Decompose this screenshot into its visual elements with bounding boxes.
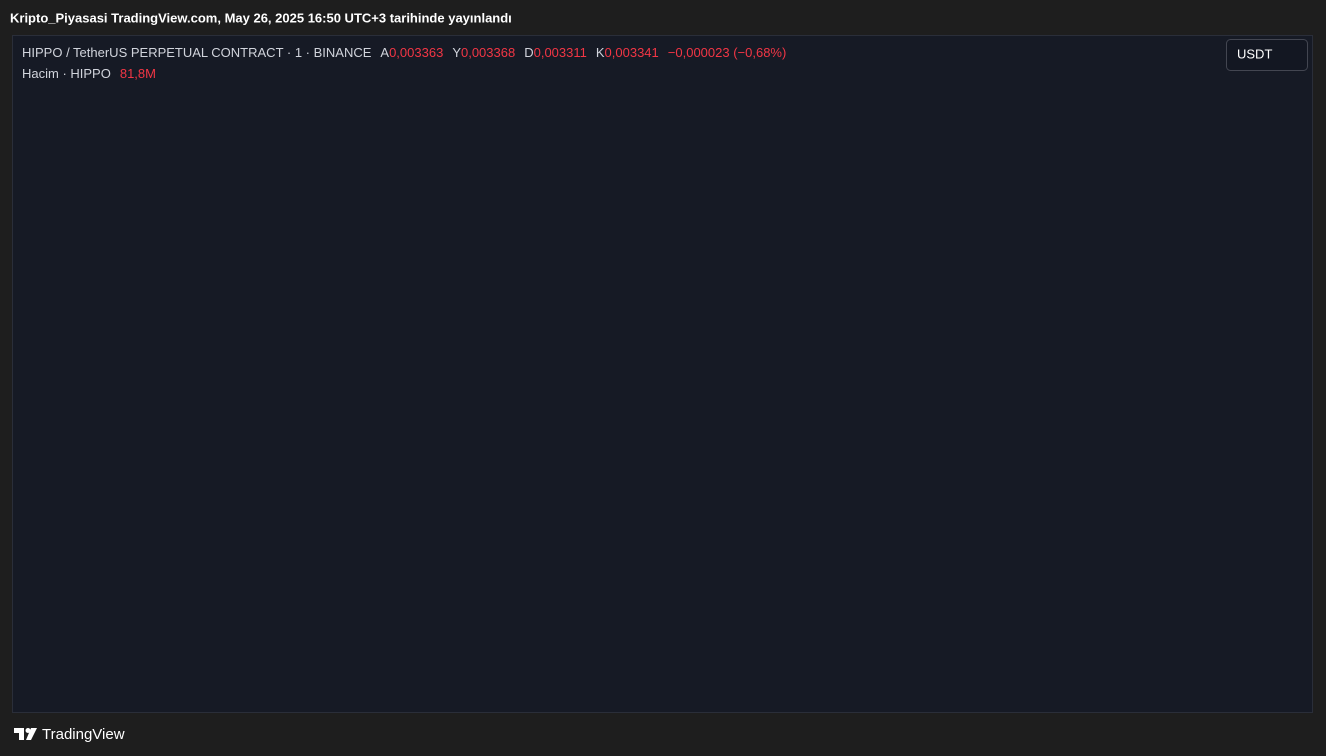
ohlc-key: A bbox=[380, 45, 390, 60]
ohlc-value: 0,003368 bbox=[460, 45, 516, 60]
symbol-legend: HIPPO / TetherUS PERPETUAL CONTRACT · 1 … bbox=[22, 45, 786, 60]
volume-legend: Hacim · HIPPO 81,8M bbox=[22, 66, 156, 81]
currency-label[interactable]: USDT bbox=[1237, 46, 1272, 61]
logo-part bbox=[25, 728, 31, 733]
ohlc-value: 0,003341 bbox=[604, 45, 659, 60]
logo-part bbox=[14, 728, 24, 740]
brand-name: TradingView bbox=[42, 726, 125, 743]
symbol: HIPPO / TetherUS PERPETUAL CONTRACT · 1 … bbox=[22, 45, 372, 60]
publish-note: Kripto_Piyasasi TradingView.com, May 26,… bbox=[10, 10, 512, 25]
brand-logo bbox=[14, 728, 37, 740]
ohlc-key: D bbox=[524, 45, 534, 60]
logo-part bbox=[26, 728, 37, 740]
ohlc-value: 0,003311 bbox=[533, 45, 587, 60]
change: −0,000023 (−0,68%) bbox=[667, 45, 787, 60]
ohlc-key: Y bbox=[452, 45, 461, 60]
volume-value: 81,8M bbox=[119, 66, 156, 81]
chart-panel bbox=[12, 35, 1313, 713]
volume-title: Hacim · HIPPO bbox=[22, 66, 111, 81]
currency-button[interactable] bbox=[1226, 39, 1308, 71]
ohlc-key: K bbox=[595, 45, 605, 60]
ohlc-value: 0,003363 bbox=[389, 45, 444, 60]
